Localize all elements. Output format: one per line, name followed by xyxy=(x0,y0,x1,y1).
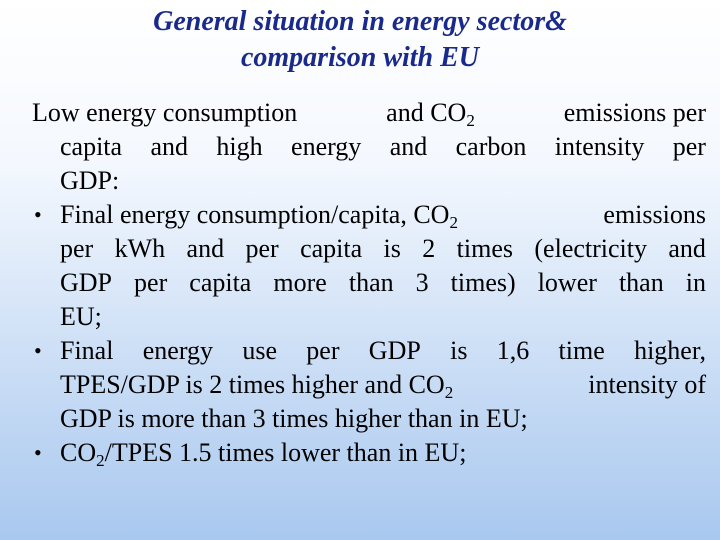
intro-line-3: GDP: xyxy=(32,164,706,198)
word: (electricity xyxy=(534,234,647,263)
intro-line-1: Low energy consumption and CO2 emissions… xyxy=(32,96,706,130)
intro-line-2: capita and high energy and carbon intensity per xyxy=(32,130,706,164)
bullet-1-text-a: Final energy consumption/capita, CO2 xyxy=(60,198,458,232)
bullet-1-line-1: Final energy consumption/capita, CO2 emi… xyxy=(32,198,706,232)
word: energy xyxy=(142,336,214,365)
word: per xyxy=(245,234,279,263)
bullet-2-co2-subscript: 2 xyxy=(444,383,454,402)
bullet-3-co-text: CO xyxy=(60,438,97,467)
bullet-2-text-a: TPES/GDP is 2 times higher and CO2 xyxy=(60,368,453,402)
bullet-3-icon: • xyxy=(34,440,42,465)
bullet-1-line-3-text: GDP per capita more than 3 times) lower than in xyxy=(60,266,706,300)
word: times xyxy=(456,234,513,263)
word: capita xyxy=(300,234,363,263)
word: than xyxy=(348,268,394,297)
bullet-2-line-3-text: GDP is more than 3 times higher than in … xyxy=(60,404,528,433)
title-line-2: comparison with EU xyxy=(240,42,480,73)
word: intensity xyxy=(554,132,645,161)
intro-co2-text: and CO xyxy=(386,98,467,127)
bullet-1-line-2: per kWh and per capita is 2 times (electricity an… xyxy=(32,232,706,266)
bullet-1-co2-subscript: 2 xyxy=(449,213,458,232)
word: Final xyxy=(60,336,114,365)
bullet-1-text-b: emissions xyxy=(603,200,706,229)
word: per xyxy=(672,132,706,161)
bullet-3-co2-subscript: 2 xyxy=(96,451,105,470)
word: energy xyxy=(291,132,362,161)
bullet-2-line-2: TPES/GDP is 2 times higher and CO2 inten… xyxy=(32,368,706,402)
bullet-item-1: • Final energy consumption/capita, CO2 e… xyxy=(32,198,706,334)
word: high xyxy=(216,132,263,161)
bullet-1-line-2-text: per kWh and per capita is 2 times (electricity an… xyxy=(60,232,706,266)
intro-line-3-text: GDP: xyxy=(60,166,120,195)
bullet-2-co2-text: TPES/GDP is 2 times higher and CO xyxy=(60,370,445,399)
word: is xyxy=(450,336,468,365)
intro-co2-subscript: 2 xyxy=(466,111,475,130)
word: more xyxy=(273,268,327,297)
word: per xyxy=(306,336,340,365)
bullet-2-line-3: GDP is more than 3 times higher than in … xyxy=(32,402,706,436)
word: carbon xyxy=(455,132,527,161)
bullet-3-line-1: CO2/TPES 1.5 times lower than in EU; xyxy=(32,436,706,470)
bullet-2-text-b: intensity of xyxy=(588,370,706,399)
intro-text-b: and CO2 xyxy=(386,96,475,130)
word: in xyxy=(685,268,706,297)
bullet-1-line-4: EU; xyxy=(32,300,706,334)
word: and xyxy=(668,234,706,263)
word: GDP xyxy=(60,268,113,297)
intro-line-2-text: capita and high energy and carbon intensity per xyxy=(60,130,706,164)
word: than xyxy=(618,268,664,297)
bullet-3-text: CO2/TPES 1.5 times lower than in EU; xyxy=(60,436,466,470)
title-line-1: General situation in energy sector& xyxy=(153,6,567,37)
word: higher, xyxy=(634,336,706,365)
word: and xyxy=(389,132,428,161)
word: use xyxy=(242,336,277,365)
word: 1,6 xyxy=(496,336,530,365)
word: times) xyxy=(450,268,516,297)
word: and xyxy=(150,132,189,161)
word: per xyxy=(134,268,168,297)
bullet-1-co2-text: Final energy consumption/capita, CO xyxy=(60,200,450,229)
word: capita xyxy=(60,132,123,161)
intro-text-c: emissions per xyxy=(563,98,706,127)
word: kWh xyxy=(114,234,166,263)
word: 3 xyxy=(415,268,429,297)
bullet-2-line-1: Final energy use per GDP is 1,6 time higher, xyxy=(32,334,706,368)
bullet-2-line-1-text: Final energy use per GDP is 1,6 time higher, xyxy=(60,334,706,368)
bullet-item-2: • Final energy use per GDP is 1,6 time higher, T… xyxy=(32,334,706,436)
slide-body: Low energy consumption and CO2 emissions… xyxy=(32,96,706,470)
bullet-3-rest-text: /TPES 1.5 times lower than in EU; xyxy=(104,438,467,467)
slide-title: General situation in energy sector& comp… xyxy=(0,4,720,76)
word: per xyxy=(60,234,94,263)
word: 2 xyxy=(422,234,436,263)
bullet-1-icon: • xyxy=(34,202,42,227)
word: is xyxy=(383,234,401,263)
bullet-1-line-3: GDP per capita more than 3 times) lower than in xyxy=(32,266,706,300)
word: and xyxy=(186,234,225,263)
word: lower xyxy=(537,268,597,297)
intro-paragraph: Low energy consumption and CO2 emissions… xyxy=(32,96,706,198)
bullet-1-line-4-text: EU; xyxy=(60,302,102,331)
word: time xyxy=(558,336,605,365)
bullet-item-3: • CO2/TPES 1.5 times lower than in EU; xyxy=(32,436,706,470)
bullet-2-icon: • xyxy=(34,338,42,363)
word: GDP xyxy=(368,336,421,365)
intro-text-a: Low energy consumption xyxy=(32,98,298,127)
word: capita xyxy=(189,268,252,297)
